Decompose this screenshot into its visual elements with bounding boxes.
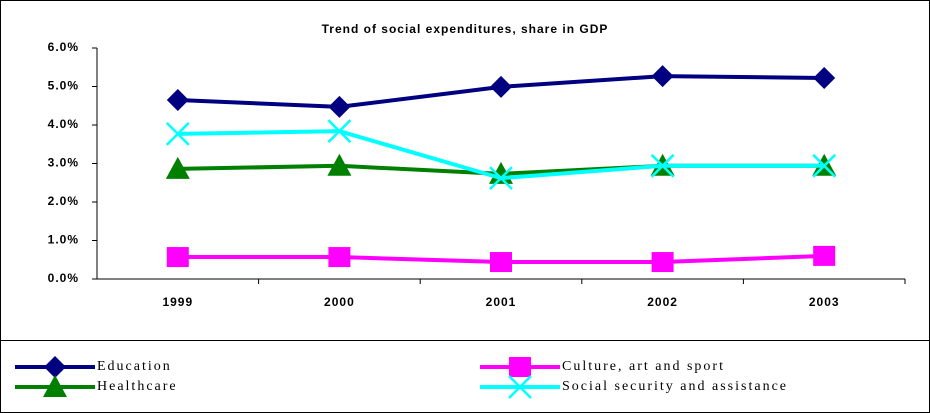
- legend-label: Culture, art and sport: [562, 359, 725, 374]
- x-tick-label: 2001: [486, 295, 517, 309]
- marker: [165, 156, 190, 179]
- y-tick-label: 2.0%: [48, 194, 79, 208]
- marker: [328, 247, 351, 268]
- marker: [651, 252, 674, 273]
- marker: [812, 153, 837, 178]
- y-tick-label: 3.0%: [48, 156, 79, 170]
- chart-title: Trend of social expenditures, share in G…: [322, 22, 609, 36]
- marker: [43, 375, 67, 397]
- marker: [650, 153, 675, 178]
- marker: [508, 375, 532, 399]
- x-tick-label: 1999: [162, 295, 193, 309]
- marker: [166, 247, 189, 268]
- marker: [813, 245, 836, 266]
- x-tick-label: 2002: [647, 295, 678, 309]
- marker: [165, 121, 190, 146]
- marker: [327, 153, 352, 176]
- legend-label: Healthcare: [97, 379, 178, 394]
- y-tick-label: 6.0%: [48, 40, 79, 54]
- x-tick-label: 2000: [324, 295, 355, 309]
- y-tick-label: 0.0%: [48, 271, 79, 285]
- marker: [44, 356, 66, 378]
- legend: Education Culture, art and sport Healthcar…: [15, 356, 788, 399]
- marker: [651, 65, 674, 88]
- marker: [813, 67, 836, 90]
- legend-label: Education: [97, 359, 172, 374]
- marker: [489, 166, 513, 191]
- y-tick-label: 1.0%: [48, 233, 79, 247]
- marker: [490, 252, 512, 273]
- marker: [166, 88, 189, 111]
- y-tick-label: 5.0%: [48, 79, 79, 93]
- marker: [509, 357, 531, 377]
- x-tick-label: 2003: [809, 295, 840, 309]
- marker: [490, 75, 512, 98]
- marker: [328, 95, 351, 118]
- legend-label: Social security and assistance: [562, 379, 788, 394]
- marker: [327, 119, 352, 144]
- y-tick-label: 4.0%: [48, 117, 79, 131]
